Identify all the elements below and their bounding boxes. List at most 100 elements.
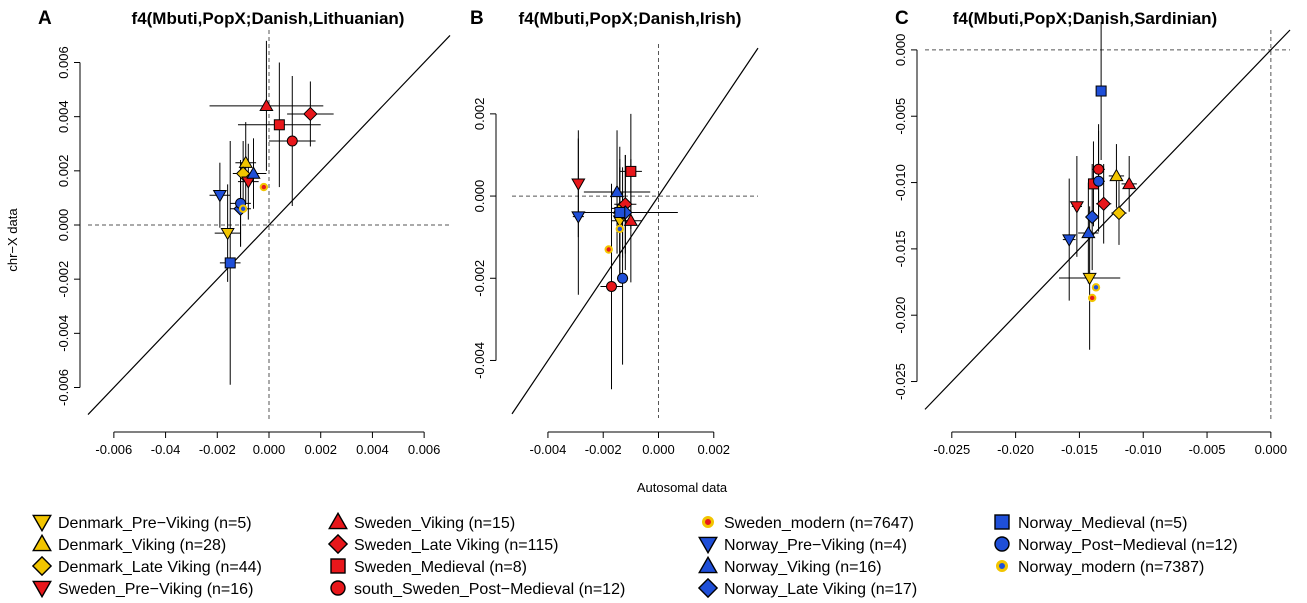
y-tick-label: 0.006: [56, 46, 71, 79]
x-tick-label: 0.002: [304, 442, 337, 457]
point-south-sweden-post-medieval: [286, 135, 298, 147]
point-norway-modern: [1091, 283, 1101, 292]
point-south-sweden-post-medieval: [1093, 163, 1105, 175]
point-denmark-pre-viking: [1082, 272, 1097, 286]
y-tick-label: 0.000: [472, 180, 487, 213]
x-tick-label: -0.004: [529, 442, 566, 457]
point-norway-modern: [615, 224, 624, 234]
x-tick-label: 0.000: [1255, 442, 1288, 457]
legend: Denmark_Pre−Viking (n=5) Denmark_Viking (…: [31, 511, 1238, 599]
x-tick-label: -0.010: [1125, 442, 1162, 457]
point-norway-medieval: [224, 257, 236, 269]
legend-item-denmark-pre-viking: Denmark_Pre−Viking (n=5): [32, 514, 252, 533]
legend-label: south_Sweden_Post−Medieval (n=12): [354, 581, 625, 598]
legend-label: Denmark_Viking (n=28): [58, 537, 226, 554]
legend-marker-norway-modern: [996, 560, 1008, 572]
legend-label: Denmark_Late Viking (n=44): [58, 559, 262, 576]
point-sweden-viking: [259, 98, 274, 112]
point-denmark-pre-viking: [220, 227, 235, 241]
y-tick-label: 0.000: [893, 34, 908, 67]
y-tick-label: -0.002: [472, 260, 487, 297]
point-norway-viking: [609, 184, 625, 198]
legend-marker-norway-late-viking: [697, 577, 719, 599]
legend-label: Sweden_modern (n=7647): [724, 515, 914, 532]
y-tick-label: -0.025: [893, 363, 908, 400]
y-tick-label: -0.020: [893, 297, 908, 334]
legend-label: Sweden_Late Viking (n=115): [354, 537, 558, 554]
legend-item-norway-modern: Norway_modern (n=7387): [996, 559, 1204, 576]
y-tick-label: 0.002: [472, 98, 487, 131]
legend-item-south-sweden-post-medieval: south_Sweden_Post−Medieval (n=12): [330, 580, 625, 598]
y-tick-label: 0.000: [56, 209, 71, 242]
legend-label: Sweden_Viking (n=15): [354, 515, 515, 532]
legend-item-norway-pre-viking: Norway_Pre−Viking (n=4): [698, 536, 907, 555]
point-south-sweden-post-medieval: [606, 280, 618, 292]
x-tick-label: -0.002: [585, 442, 622, 457]
legend-item-sweden-viking: Sweden_Viking (n=15): [328, 511, 515, 532]
legend-marker-sweden-modern: [702, 516, 714, 528]
point-norway-post-medieval: [1093, 175, 1105, 187]
legend-marker-south-sweden-post-medieval: [330, 580, 346, 596]
point-denmark-viking: [1109, 168, 1124, 182]
x-axis-label: Autosomal data: [637, 480, 728, 495]
y-tick-label: -0.002: [56, 261, 71, 298]
identity-line: [511, 47, 759, 415]
point-norway-pre-viking: [212, 190, 227, 203]
panel-letter: A: [38, 8, 52, 29]
panel-title: f4(Mbuti,PopX;Danish,Sardinian): [953, 9, 1217, 28]
legend-label: Sweden_Pre−Viking (n=16): [58, 581, 253, 598]
legend-marker-denmark-late-viking: [31, 555, 53, 577]
legend-item-norway-late-viking: Norway_Late Viking (n=17): [697, 577, 917, 599]
legend-item-sweden-late-viking: Sweden_Late Viking (n=115): [327, 533, 558, 555]
legend-label: Norway_Viking (n=16): [724, 559, 882, 576]
point-norway-pre-viking: [1062, 234, 1077, 247]
legend-marker-denmark-viking: [32, 533, 52, 552]
y-tick-label: -0.005: [893, 98, 908, 135]
point-norway-medieval: [1095, 85, 1107, 97]
legend-marker-norway-post-medieval: [994, 536, 1010, 552]
x-tick-label: 0.000: [253, 442, 286, 457]
y-tick-label: 0.002: [56, 155, 71, 188]
legend-label: Denmark_Pre−Viking (n=5): [58, 515, 252, 532]
point-norway-post-medieval: [617, 272, 629, 284]
legend-marker-norway-pre-viking: [698, 536, 718, 555]
point-norway-modern: [238, 204, 248, 213]
legend-item-norway-medieval: Norway_Medieval (n=5): [994, 514, 1187, 532]
data-points: [1062, 85, 1137, 303]
x-tick-label: 0.002: [698, 442, 731, 457]
point-sweden-medieval: [625, 165, 637, 177]
x-tick-label: 0.004: [356, 442, 389, 457]
identity-line: [924, 29, 1291, 410]
legend-marker-sweden-pre-viking: [32, 580, 52, 599]
panel-title: f4(Mbuti,PopX;Danish,Irish): [519, 9, 742, 28]
point-norway-viking: [1081, 225, 1096, 239]
x-tick-label: -0.04: [151, 442, 181, 457]
y-axis-label: chr−X data: [5, 208, 20, 272]
legend-item-norway-viking: Norway_Viking (n=16): [698, 555, 882, 576]
legend-marker-norway-viking: [698, 555, 718, 574]
x-tick-label: -0.002: [199, 442, 236, 457]
y-tick-label: -0.004: [472, 342, 487, 379]
point-sweden-pre-viking: [571, 178, 586, 191]
x-tick-label: -0.025: [933, 442, 970, 457]
point-sweden-late-viking: [1096, 196, 1111, 211]
legend-item-denmark-late-viking: Denmark_Late Viking (n=44): [31, 555, 262, 577]
legend-label: Norway_Late Viking (n=17): [724, 581, 917, 598]
legend-item-norway-post-medieval: Norway_Post−Medieval (n=12): [994, 536, 1238, 554]
point-sweden-medieval: [273, 119, 285, 131]
point-norway-late-viking: [1084, 209, 1100, 225]
legend-label: Norway_Pre−Viking (n=4): [724, 537, 907, 554]
point-sweden-viking: [623, 213, 638, 226]
legend-label: Norway_modern (n=7387): [1018, 559, 1204, 576]
x-tick-label: -0.020: [997, 442, 1034, 457]
legend-label: Sweden_Medieval (n=8): [354, 559, 527, 576]
panel-title: f4(Mbuti,PopX;Danish,Lithuanian): [132, 9, 405, 28]
point-sweden-pre-viking: [1069, 201, 1084, 214]
point-sweden-modern: [1087, 293, 1097, 303]
point-denmark-viking: [238, 155, 253, 168]
legend-marker-denmark-pre-viking: [32, 514, 52, 533]
point-norway-medieval: [614, 207, 626, 219]
